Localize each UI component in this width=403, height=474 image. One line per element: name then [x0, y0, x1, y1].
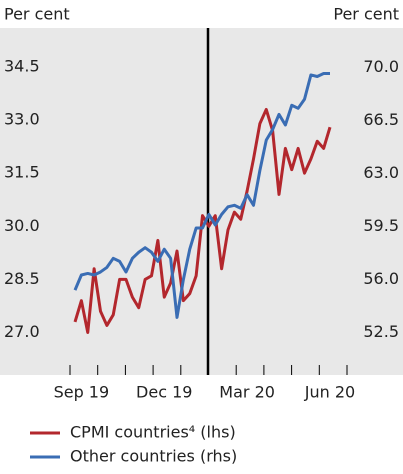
y2ticks-label: 56.0 [363, 269, 399, 288]
legend-label: CPMI countries⁴ (lhs) [70, 423, 236, 442]
x-tick-label: Mar 20 [219, 383, 275, 402]
plot-area [0, 28, 403, 375]
y-axis-label: Per cent [4, 5, 70, 24]
yticks-label: 28.5 [4, 269, 40, 288]
y2ticks-label: 59.5 [363, 216, 399, 235]
yticks-label: 27.0 [4, 322, 40, 341]
y2ticks-label: 70.0 [363, 57, 399, 76]
x-tick-label: Sep 19 [54, 383, 110, 402]
x-tick-label: Dec 19 [136, 383, 192, 402]
series-line [73, 71, 330, 319]
y2ticks-label: 52.5 [363, 322, 399, 341]
y2ticks-label: 66.5 [363, 110, 399, 129]
yticks-label: 33.0 [4, 110, 40, 129]
legend-label: Other countries (rhs) [70, 447, 237, 466]
yticks-label: 34.5 [4, 56, 40, 75]
y2ticks-label: 63.0 [363, 163, 399, 182]
yticks-label: 31.5 [4, 163, 40, 182]
x-tick-label: Jun 20 [304, 383, 355, 402]
series-line [73, 107, 332, 335]
y2-axis-label: Per cent [333, 5, 399, 24]
yticks-label: 30.0 [4, 216, 40, 235]
